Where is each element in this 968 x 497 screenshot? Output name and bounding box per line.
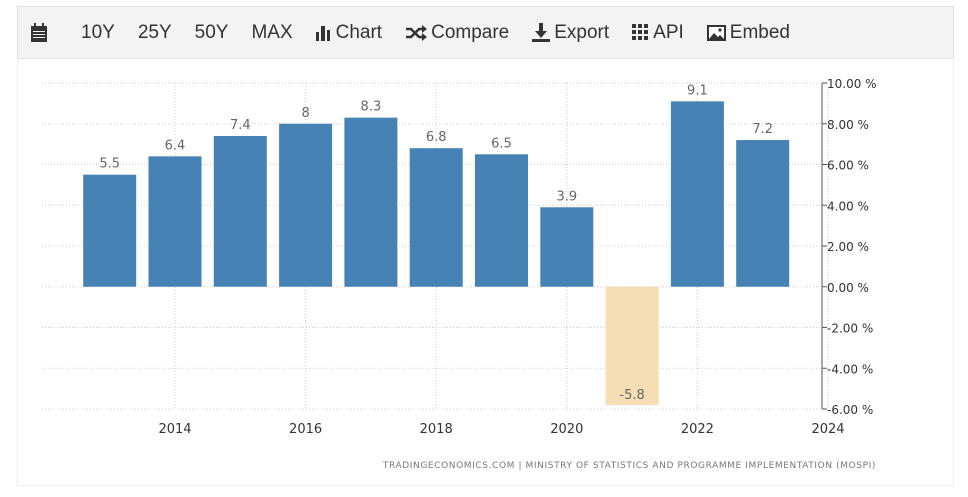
data-label: 8.3: [361, 100, 382, 115]
bar-2022: [670, 101, 724, 287]
data-label: 9.1: [687, 83, 708, 98]
bar-2016: [279, 123, 333, 287]
bar-2023: [736, 140, 790, 287]
bar-2021: [605, 286, 659, 405]
data-label: 6.8: [426, 130, 447, 145]
data-label: 3.9: [556, 189, 577, 204]
x-tick-label: 2016: [289, 422, 322, 437]
y-tick-label: -4.00 %: [827, 362, 873, 376]
calendar-icon[interactable]: [31, 23, 51, 42]
bar-chart-icon: [315, 26, 330, 41]
chart-panel: [17, 58, 954, 486]
export-label: Export: [554, 21, 610, 43]
embed-button[interactable]: Embed: [706, 21, 790, 44]
bar-2015: [213, 135, 267, 287]
download-icon: [532, 23, 551, 42]
bar-2014: [148, 156, 202, 287]
x-tick-label: 2018: [420, 422, 453, 437]
source-text: TRADINGECONOMICS.COM | MINISTRY OF STATI…: [382, 461, 876, 471]
bar-2017: [344, 117, 398, 287]
compare-button[interactable]: Compare: [405, 22, 509, 44]
embed-label: Embed: [729, 21, 790, 43]
data-label: 6.5: [491, 136, 512, 151]
y-tick-label: 4.00 %: [827, 199, 869, 213]
range-25y-label: 25Y: [137, 21, 172, 43]
range-max-label: MAX: [251, 21, 293, 43]
bar-2018: [409, 148, 463, 287]
data-label: 7.2: [752, 122, 773, 137]
api-label: API: [653, 21, 684, 43]
x-tick-label: 2014: [158, 422, 191, 437]
y-tick-label: -6.00 %: [827, 403, 873, 417]
x-tick-label: 2024: [811, 422, 844, 437]
chart-label: Chart: [335, 21, 383, 43]
bar-2020: [540, 207, 594, 287]
data-label: 6.4: [165, 138, 186, 153]
range-25y-button[interactable]: 25Y: [138, 22, 172, 44]
data-label: 7.4: [230, 118, 251, 133]
y-tick-label: 0.00 %: [827, 281, 869, 295]
data-label: 8: [301, 106, 309, 121]
y-tick-label: 6.00 %: [827, 159, 869, 173]
y-tick-label: 2.00 %: [827, 240, 869, 254]
y-tick-label: 8.00 %: [827, 118, 869, 132]
grid-icon: [632, 24, 649, 40]
toolbar: 10Y 25Y 50Y MAX Chart Compare Export API…: [17, 6, 954, 59]
image-icon: [706, 24, 726, 41]
api-button[interactable]: API: [632, 22, 684, 44]
data-label: -5.8: [619, 388, 644, 403]
range-50y-button[interactable]: 50Y: [195, 22, 229, 44]
y-tick-label: 10.00 %: [827, 77, 877, 91]
shuffle-icon: [406, 24, 428, 41]
bar-2013: [83, 174, 137, 287]
x-tick-label: 2022: [681, 422, 714, 437]
compare-label: Compare: [431, 21, 510, 43]
x-tick-label: 2020: [550, 422, 583, 437]
y-tick-label: -2.00 %: [827, 322, 873, 336]
range-10y-button[interactable]: 10Y: [81, 22, 115, 44]
range-max-button[interactable]: MAX: [251, 22, 292, 44]
range-10y-label: 10Y: [81, 21, 115, 43]
chart-button[interactable]: Chart: [315, 21, 383, 44]
range-50y-label: 50Y: [194, 21, 229, 43]
data-label: 5.5: [99, 157, 120, 172]
export-button[interactable]: Export: [532, 22, 609, 44]
bar-2019: [475, 154, 528, 287]
